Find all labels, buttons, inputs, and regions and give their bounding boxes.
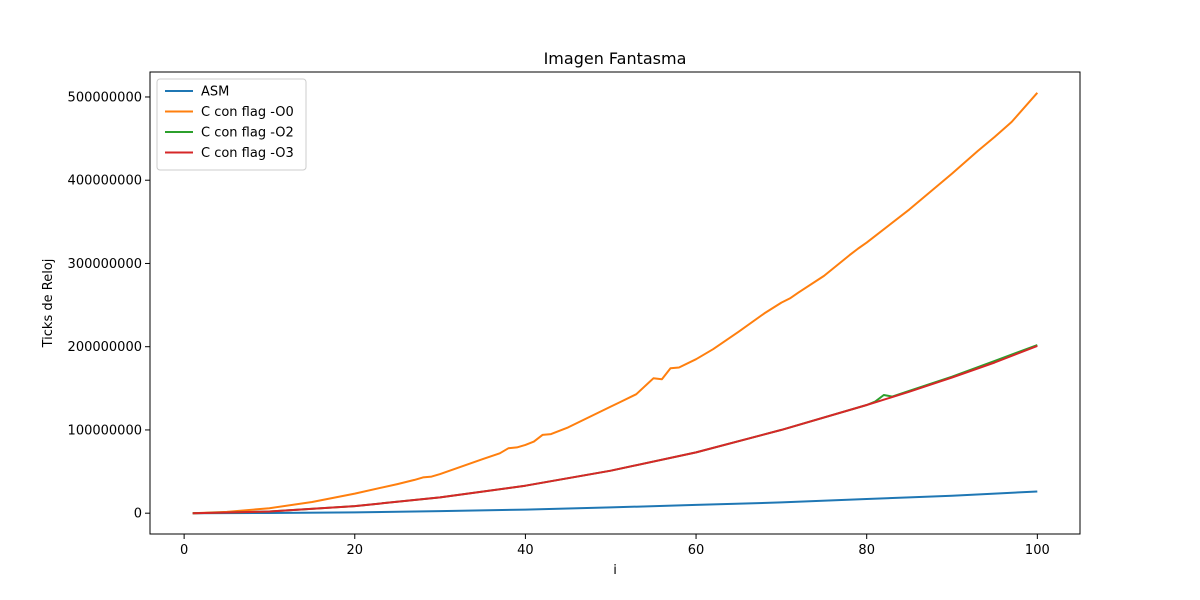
y-tick-label: 100000000: [68, 423, 142, 438]
x-tick-label: 100: [1025, 543, 1050, 558]
y-tick-label: 0: [134, 507, 142, 522]
x-tick-label: 20: [346, 543, 363, 558]
x-tick-label: 0: [180, 543, 188, 558]
x-tick-label: 40: [517, 543, 534, 558]
series-line-1: [192, 92, 1039, 515]
legend-box: [156, 78, 307, 171]
y-tick-label: 300000000: [68, 257, 142, 272]
series-line-0: [192, 490, 1038, 515]
legend-label: C con flag -O0: [201, 105, 294, 120]
plot-frame: [149, 71, 1081, 535]
y-tick-label: 500000000: [68, 90, 142, 105]
x-tick-label: 80: [858, 543, 875, 558]
series-layer: [192, 92, 1039, 515]
series-line-3: [192, 344, 1038, 515]
chart-title: Imagen Fantasma: [544, 49, 687, 68]
x-axis-label: i: [613, 563, 617, 578]
legend-label: C con flag -O3: [201, 146, 294, 161]
legend-label: ASM: [201, 85, 229, 100]
legend-label: C con flag -O2: [201, 126, 294, 141]
y-axis-label: Ticks de Reloj: [41, 259, 56, 349]
x-tick-label: 60: [688, 543, 705, 558]
axes-layer: 0 20 40 60 80 100 0 100000000 200000000 300000000…: [68, 90, 1050, 558]
y-tick-label: 400000000: [68, 174, 142, 189]
y-tick-label: 200000000: [68, 340, 142, 355]
legend: ASM C con flag -O0 C con flag -O2 C con fla…: [156, 78, 307, 171]
